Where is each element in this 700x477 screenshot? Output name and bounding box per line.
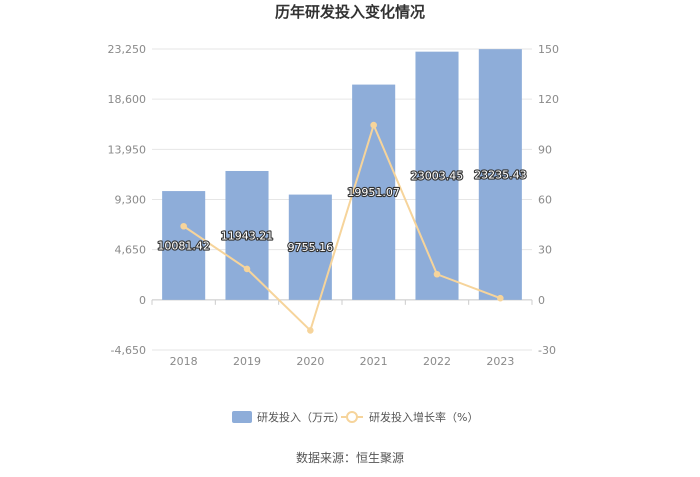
left-axis: -4,650 0 4,650 9,300 13,950 18,600 23,250: [108, 43, 147, 357]
bar: [225, 170, 269, 300]
line-point: [433, 270, 441, 278]
right-tick-label: 30: [538, 244, 552, 257]
bar-value-label: 11943.21: [221, 229, 274, 242]
data-source: 数据来源：恒生聚源: [296, 450, 404, 465]
legend[interactable]: 研发投入（万元） 研发投入增长率（%）: [232, 410, 478, 424]
x-tick-label: 2019: [233, 355, 261, 368]
legend-line-marker: [346, 411, 358, 423]
right-tick-label: 60: [538, 194, 552, 207]
bar: [478, 49, 522, 300]
right-tick-label: 150: [538, 43, 559, 56]
line-point: [307, 327, 314, 334]
left-tick-label: 23,250: [108, 43, 147, 56]
bar-value-label: 19951.07: [347, 186, 400, 199]
left-tick-label: 9,300: [115, 194, 147, 207]
line-point: [370, 121, 377, 129]
legend-bar-label: 研发投入（万元）: [257, 410, 345, 424]
right-tick-label: -30: [538, 344, 556, 357]
legend-line-label: 研发投入增长率（%）: [369, 410, 478, 424]
grid-lines: [152, 48, 532, 351]
bar-value-label: 10081.42: [157, 239, 210, 252]
right-axis: -30 0 30 60 90 120 150: [538, 43, 559, 357]
bar: [415, 51, 459, 300]
line-point: [180, 222, 187, 230]
left-tick-label: -4,650: [111, 344, 146, 357]
x-axis: 2018 2019 2020 2021 2022 2023: [151, 299, 533, 368]
left-tick-label: 13,950: [108, 143, 147, 156]
chart-title: 历年研发投入变化情况: [275, 3, 425, 21]
growth-line: [183, 122, 501, 333]
bar-value-label: 9755.16: [288, 241, 334, 254]
x-tick-label: 2021: [360, 355, 388, 368]
left-tick-label: 4,650: [115, 244, 147, 257]
bar-series: [162, 49, 522, 300]
x-tick-label: 2022: [423, 355, 451, 368]
left-tick-label: 0: [139, 294, 146, 307]
bar-value-label: 23003.45: [411, 170, 464, 183]
right-tick-label: 0: [538, 294, 545, 307]
bar: [352, 84, 396, 300]
line-series: [180, 121, 504, 334]
left-tick-label: 18,600: [108, 93, 147, 106]
legend-bar-swatch: [232, 411, 252, 423]
right-tick-label: 120: [538, 93, 559, 106]
line-point: [497, 294, 504, 302]
x-tick-label: 2020: [296, 355, 324, 368]
legend-item-line[interactable]: 研发投入增长率（%）: [341, 410, 478, 424]
bar-value-label: 23235.43: [474, 168, 527, 181]
right-tick-label: 90: [538, 143, 552, 156]
bar: [162, 191, 206, 300]
x-tick-label: 2023: [486, 355, 514, 368]
data-labels: 10081.42 11943.21 9755.16 19951.07 23003.45 2…: [156, 167, 527, 255]
legend-item-bar[interactable]: 研发投入（万元）: [232, 410, 345, 424]
x-tick-label: 2018: [170, 355, 198, 368]
line-point: [243, 265, 251, 273]
